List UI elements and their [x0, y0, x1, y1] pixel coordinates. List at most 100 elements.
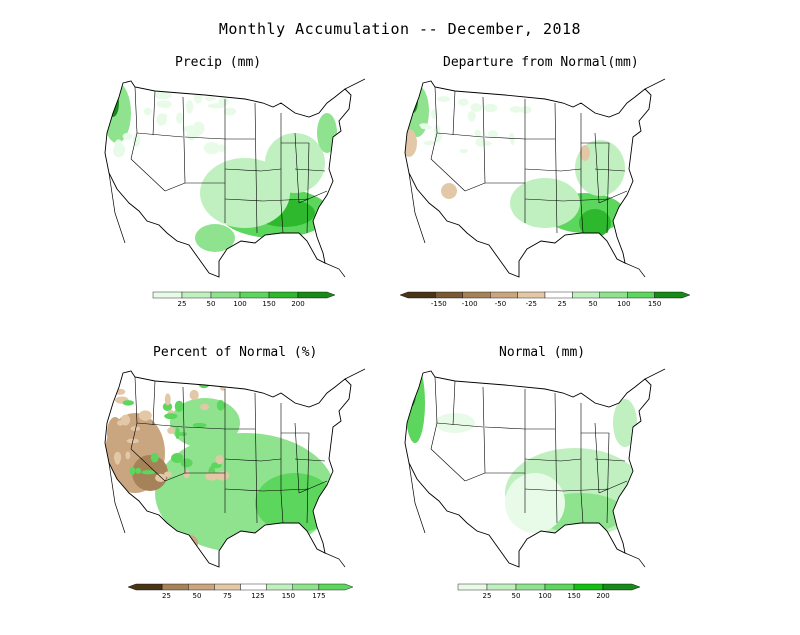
state-boundary: [606, 432, 610, 524]
state-boundary: [484, 136, 526, 140]
pct-southeast: [255, 473, 335, 533]
colorbar-swatch: [573, 583, 604, 591]
state-boundary: [152, 90, 156, 136]
norm-midsouth: [505, 473, 565, 533]
neighbor-coastline: [624, 262, 646, 278]
pct-speckle: [216, 400, 225, 411]
state-boundary: [580, 202, 584, 234]
state-boundary: [560, 458, 582, 462]
precip-speckle: [218, 96, 229, 106]
pct-speckle: [171, 453, 184, 464]
state-boundary: [260, 168, 282, 172]
pct-speckle: [215, 470, 230, 481]
pct-speckle: [192, 422, 207, 428]
dep-midsouth: [510, 178, 580, 228]
colorbar-tick-label: 25: [558, 300, 567, 308]
state-boundary: [560, 168, 582, 172]
precip-speckle: [158, 113, 168, 120]
state-boundary: [594, 458, 626, 462]
precip-speckle: [176, 112, 183, 124]
state-boundary: [306, 142, 310, 234]
state-boundary: [452, 90, 456, 136]
panel-title-departure: Departure from Normal(mm): [443, 55, 639, 70]
colorbar-swatch: [239, 291, 270, 299]
colorbar-tick-label: 25: [162, 592, 171, 600]
pct-florida-dry: [327, 555, 339, 567]
colorbar-tick-label: 200: [291, 300, 304, 308]
map-precip: [104, 78, 366, 278]
state-boundary: [594, 168, 626, 172]
map-percent: [104, 368, 366, 568]
neighbor-coastline: [408, 462, 426, 534]
colorbar-precip: 25 50 100 150 200: [145, 290, 335, 310]
pct-speckle: [200, 403, 210, 411]
precip-speckle: [159, 100, 172, 108]
pct-texas-dry: [182, 535, 198, 551]
pct-speckle: [162, 402, 173, 412]
dep-california-dry: [405, 129, 417, 157]
colorbar-tick-label: 200: [596, 592, 609, 600]
precip-speckle: [193, 92, 203, 104]
panel-title-percent: Percent of Normal (%): [153, 345, 318, 360]
neighbor-coastline: [624, 552, 646, 568]
state-boundary: [554, 102, 558, 234]
colorbar-swatch: [602, 583, 640, 591]
state-boundary: [598, 480, 628, 494]
dep-southeast-peak: [579, 209, 611, 237]
neighbor-coastline: [324, 262, 346, 278]
precip-speckle: [185, 100, 194, 114]
colorbar-swatch: [572, 291, 600, 299]
dep-speckle: [483, 103, 498, 113]
pct-speckle: [167, 427, 175, 434]
state-boundary: [184, 426, 226, 430]
colorbar-swatch: [297, 291, 335, 299]
panel-percent: Percent of Normal (%): [95, 345, 395, 635]
dep-nw-peak: [408, 89, 418, 113]
dep-speckle: [467, 111, 476, 122]
state-boundary: [452, 380, 456, 426]
precip-northeast: [317, 113, 337, 153]
pct-speckle: [215, 454, 224, 465]
colorbar-swatch: [544, 583, 575, 591]
state-boundary: [262, 488, 310, 492]
neighbor-coastline: [408, 172, 426, 244]
state-boundary: [152, 380, 156, 426]
pct-speckle: [180, 458, 193, 468]
state-boundary: [594, 422, 600, 494]
state-boundary: [464, 472, 486, 482]
state-boundary: [294, 458, 326, 462]
state-boundary: [524, 168, 562, 172]
colorbar-tick-label: 125: [251, 592, 264, 600]
state-boundary: [130, 448, 166, 482]
precip-speckle: [143, 107, 152, 116]
state-boundary: [524, 458, 562, 462]
colorbar-swatch: [654, 291, 690, 299]
colorbar-tick-label: -50: [495, 300, 506, 308]
colorbar-swatch: [400, 291, 436, 299]
dep-speckle: [437, 96, 451, 102]
colorbar-swatch: [515, 583, 546, 591]
precip-speckle: [223, 107, 237, 116]
pct-speckle: [130, 426, 141, 432]
panel-title-precip: Precip (mm): [175, 55, 262, 70]
colorbar-tick-label: 150: [648, 300, 661, 308]
colorbar-percent: 25 50 75 125 150 175: [128, 582, 353, 602]
colorbar-tick-label: 50: [207, 300, 216, 308]
country-outline: [104, 80, 352, 278]
colorbar-swatch: [268, 291, 299, 299]
colorbar-normal: 25 50 100 150 200: [450, 582, 640, 602]
state-boundary: [484, 426, 526, 430]
state-boundary: [594, 132, 600, 204]
state-boundary: [482, 386, 486, 474]
pct-speckle: [164, 413, 178, 420]
pct-speckle: [122, 400, 134, 406]
panel-departure: Departure from Normal(mm): [395, 55, 695, 345]
state-boundary: [260, 458, 282, 462]
precip-speckle: [122, 132, 133, 140]
neighbor-coastline: [108, 462, 126, 534]
colorbar-swatch: [266, 583, 293, 591]
dep-arizona-dry: [441, 183, 457, 199]
pct-speckle: [177, 432, 188, 437]
colorbar-tick-label: 100: [233, 300, 246, 308]
state-boundary: [254, 392, 258, 524]
